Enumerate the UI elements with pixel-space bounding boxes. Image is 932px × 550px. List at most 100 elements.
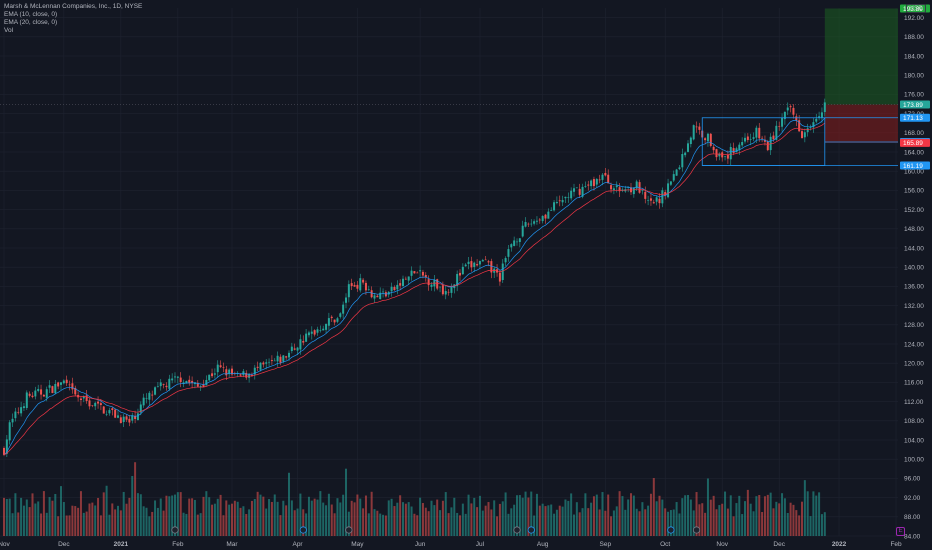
volume-bar	[667, 511, 670, 536]
candle-body	[820, 112, 823, 118]
candle-body	[473, 262, 476, 268]
candle-body	[20, 407, 23, 414]
volume-bar	[416, 515, 419, 536]
volume-bar	[806, 491, 809, 536]
candle-body	[407, 276, 410, 281]
candle-body	[598, 179, 601, 181]
time-tick-label: 2021	[114, 541, 129, 548]
price-tick-label: 184.00	[904, 53, 924, 60]
candle-body	[763, 139, 766, 142]
volume-bar	[57, 516, 60, 536]
volume-bar	[510, 508, 513, 536]
volume-bar	[441, 500, 444, 536]
volume-bar	[823, 512, 826, 536]
volume-bar	[678, 513, 681, 536]
candle-body	[345, 297, 347, 303]
candle-body	[239, 374, 242, 376]
volume-bar	[470, 503, 473, 536]
candle-body	[88, 400, 91, 407]
candle-body	[319, 330, 322, 331]
volume-bar	[436, 499, 439, 536]
time-axis[interactable]: Nov Dec 2021 Feb Mar Apr May Jun Jul Aug Sep Oct Nov…	[0, 541, 902, 548]
candle-body	[504, 258, 507, 263]
volume-bar	[538, 505, 541, 536]
volume-bar	[68, 515, 71, 536]
volume-bar	[250, 500, 253, 536]
candle-body	[256, 366, 259, 368]
volume-bar	[102, 492, 105, 536]
earnings-marker-icon	[171, 526, 179, 534]
time-tick-label: Mar	[226, 541, 238, 548]
volume-bar	[550, 504, 553, 536]
volume-bar	[535, 493, 538, 536]
volume-bar	[259, 494, 262, 536]
volume-bar	[245, 513, 248, 536]
candle-body	[604, 172, 607, 176]
volume-bar	[738, 495, 741, 536]
currency-label[interactable]: USD	[906, 4, 926, 13]
price-tick-label: 156.00	[904, 188, 924, 195]
volume-bar	[647, 505, 650, 536]
volume-bar	[439, 510, 442, 536]
event-markers[interactable]	[171, 526, 701, 534]
candle-body	[245, 372, 248, 378]
candle-body	[216, 364, 219, 373]
candle-body	[444, 291, 447, 295]
candle-body	[253, 367, 256, 375]
volume-bar	[427, 511, 430, 536]
time-tick-label: Feb	[890, 541, 902, 548]
candle-body	[729, 146, 732, 160]
volume-bar	[156, 507, 159, 536]
time-tick-label: 2022	[832, 541, 847, 548]
candle-body	[176, 376, 179, 378]
candle-body	[125, 416, 128, 420]
candle-body	[48, 385, 51, 388]
volume-bar	[105, 485, 108, 536]
ema10-line	[3, 117, 826, 456]
volume-bar	[447, 513, 450, 536]
time-tick-label: Jun	[415, 541, 426, 548]
candle-body	[273, 360, 276, 362]
candle-body	[652, 202, 655, 204]
candle-body	[359, 278, 362, 291]
ema10-legend[interactable]: EMA (10, close, 0)	[4, 11, 58, 18]
range-box[interactable]	[701, 117, 898, 166]
volume-bar	[664, 508, 667, 536]
volume-bar	[376, 510, 379, 536]
volume-bar	[590, 502, 593, 536]
volume-bar	[60, 486, 62, 536]
volume-bar	[630, 493, 632, 536]
candle-body	[553, 202, 556, 211]
volume-bar	[176, 492, 179, 536]
candle-body	[456, 273, 459, 287]
timezone-icon[interactable]: E	[896, 527, 905, 536]
volume-bar	[459, 515, 461, 536]
volume-legend[interactable]: Vol	[4, 27, 14, 34]
price-axis[interactable]: 84.00 88.00 92.00 96.00 100.00 104.00 108.00 11…	[898, 0, 932, 550]
price-tick-label: 148.00	[904, 226, 924, 233]
symbol-title[interactable]: Marsh & McLennan Companies, Inc., 1D, NY…	[4, 3, 143, 10]
volume-bar	[97, 497, 100, 536]
candle-body	[516, 241, 518, 243]
candle-body	[476, 264, 479, 266]
ema20-legend[interactable]: EMA (20, close, 0)	[4, 19, 58, 26]
volume-bar	[456, 512, 459, 536]
candle-body	[191, 380, 194, 383]
candle-body	[530, 223, 533, 225]
candle-body	[649, 198, 652, 201]
candle-body	[310, 331, 313, 334]
candle-body	[655, 197, 658, 202]
volume-bar	[481, 510, 484, 536]
volume-bar	[208, 497, 211, 536]
volume-bar	[498, 503, 501, 536]
volume-bar	[307, 496, 310, 536]
volume-bar	[419, 497, 422, 536]
candle-body	[584, 186, 587, 187]
candle-body	[424, 274, 427, 278]
volume-bar	[185, 513, 188, 536]
candle-body	[738, 144, 741, 151]
position-tool[interactable]	[0, 8, 905, 143]
volume-bar	[342, 494, 345, 536]
volume-bar	[40, 513, 43, 536]
